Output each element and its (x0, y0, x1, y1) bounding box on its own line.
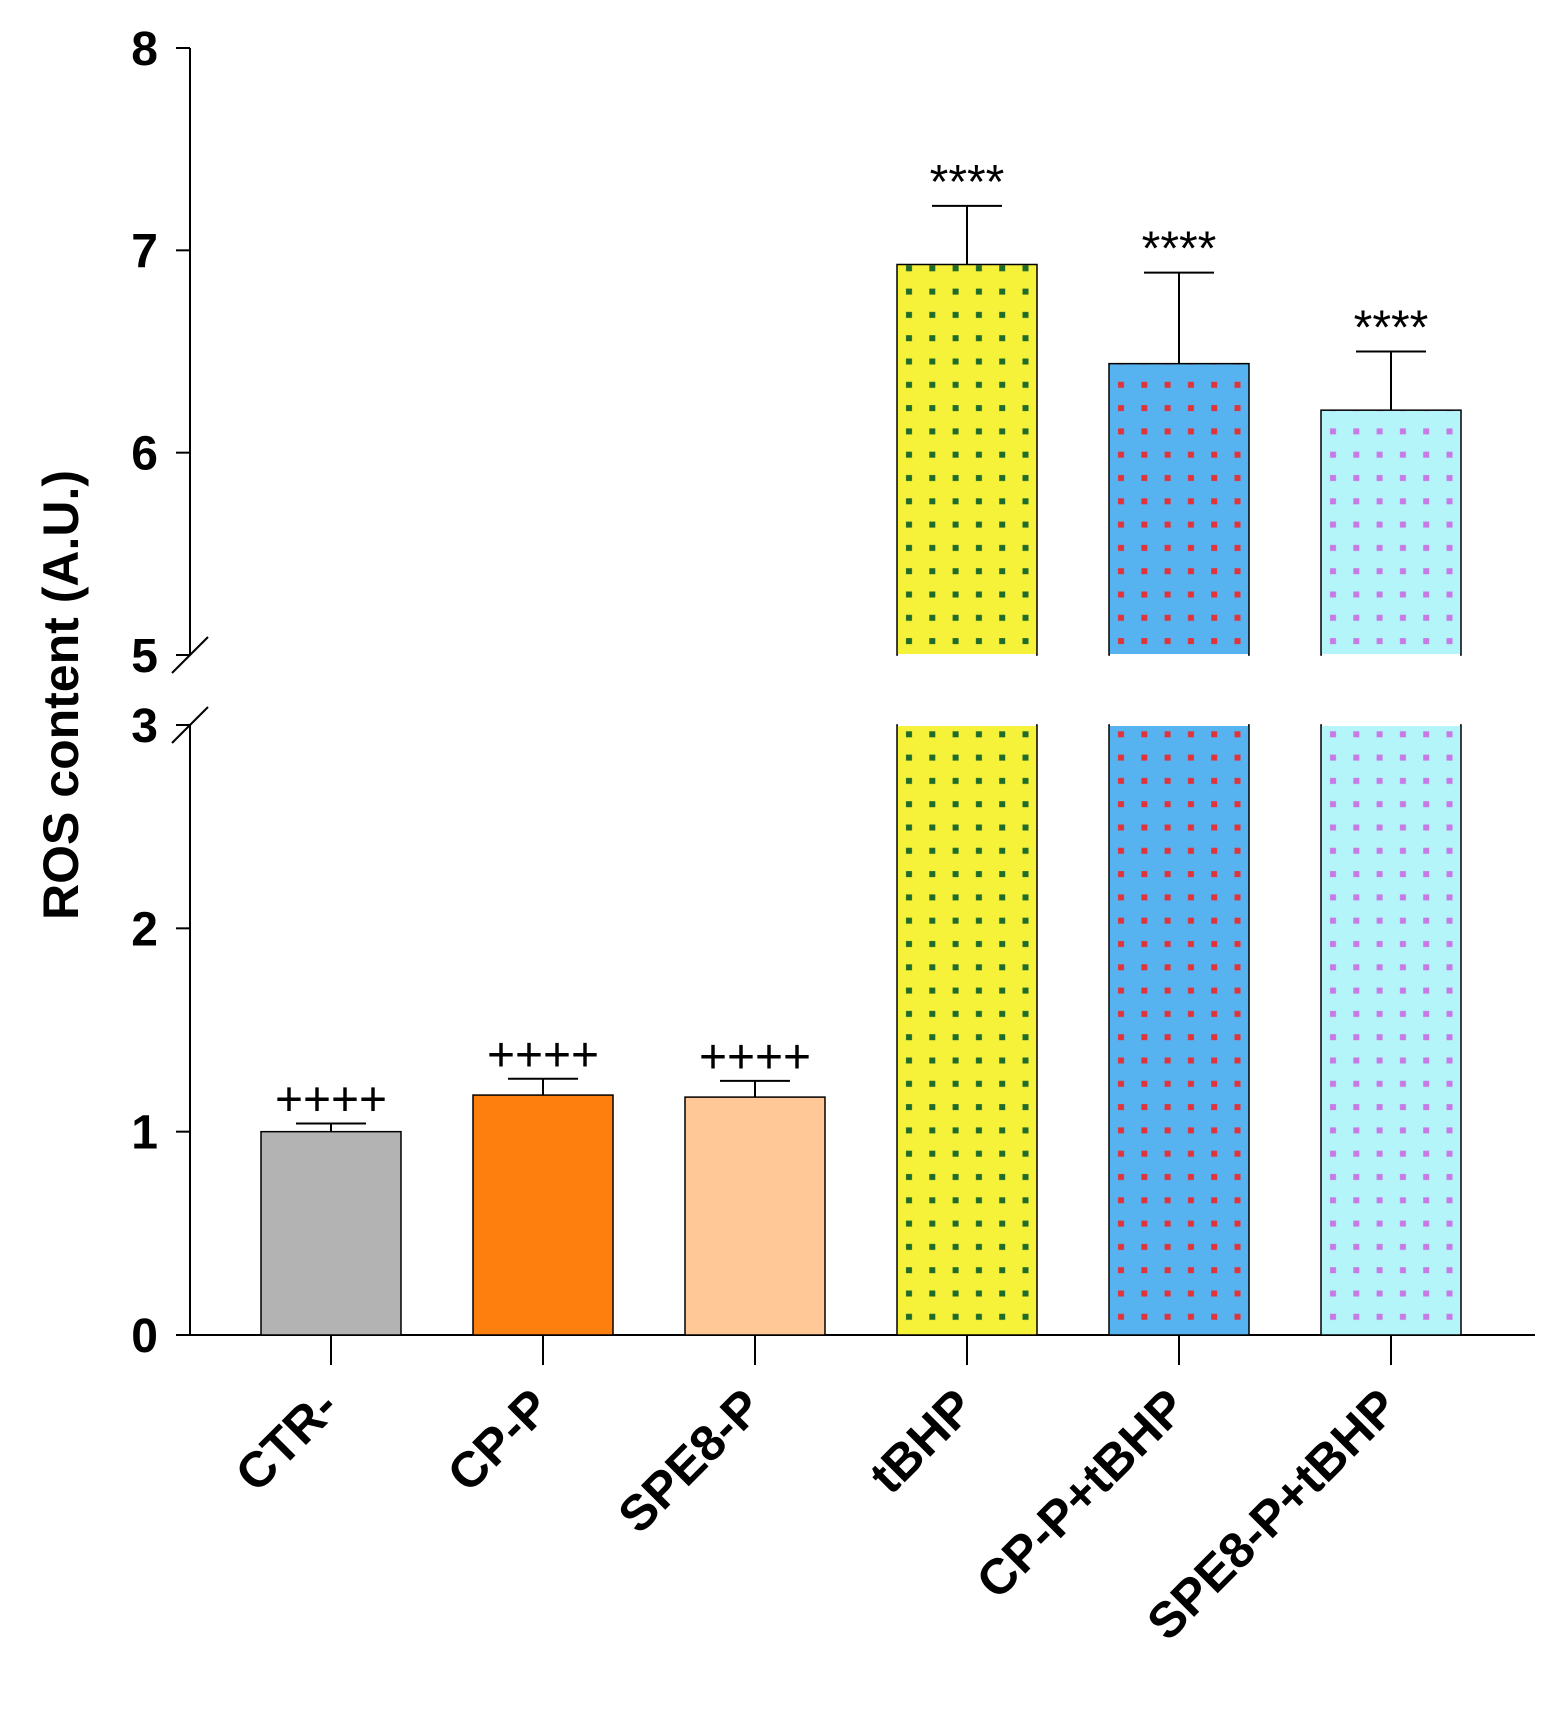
bar-CP-P (472, 1094, 614, 1336)
y-tick-label-7: 7 (131, 225, 158, 278)
significance-label-CP-P: ++++ (487, 1029, 599, 1082)
x-tick-label-CP-P: CP-P (437, 1378, 561, 1502)
y-axis-title: ROS content (A.U.) (33, 470, 89, 920)
y-tick-label-5: 5 (131, 630, 158, 683)
bar-tBHP-upper (896, 263, 1038, 656)
y-tick-label-3: 3 (131, 700, 158, 753)
bar-SPE8-P+tBHP-lower (1320, 724, 1462, 1336)
bar-SPE8-P (684, 1096, 826, 1336)
y-tick-label-6: 6 (131, 428, 158, 481)
x-tick-label-SPE8-P: SPE8-P (607, 1378, 772, 1543)
significance-label-tBHP: **** (930, 156, 1005, 209)
y-tick-label-8: 8 (131, 23, 158, 76)
bar-SPE8-P+tBHP-upper (1320, 409, 1462, 656)
significance-label-CP-P+tBHP: **** (1142, 223, 1217, 276)
x-tick-label-CTR-: CTR- (225, 1378, 349, 1502)
x-tick-label-CP-P+tBHP: CP-P+tBHP (966, 1378, 1197, 1609)
bar-tBHP-lower (896, 724, 1038, 1336)
bar-CP-P+tBHP-upper (1108, 362, 1250, 656)
x-tick-label-tBHP: tBHP (859, 1378, 985, 1504)
bar-CP-P+tBHP-lower (1108, 724, 1250, 1336)
plot-area: 0 1 2 3 5 6 7 8 ++++ CTR- ++++ CP-P ++++ SPE8-P **** tB… (131, 23, 1535, 1651)
significance-label-SPE8-P: ++++ (699, 1031, 811, 1084)
y-tick-label-1: 1 (131, 1107, 158, 1160)
significance-label-CTR-: ++++ (275, 1074, 387, 1127)
y-tick-label-0: 0 (131, 1310, 158, 1363)
bar-CTR- (260, 1130, 402, 1336)
y-tick-label-2: 2 (131, 903, 158, 956)
significance-label-SPE8-P+tBHP: **** (1354, 302, 1429, 355)
